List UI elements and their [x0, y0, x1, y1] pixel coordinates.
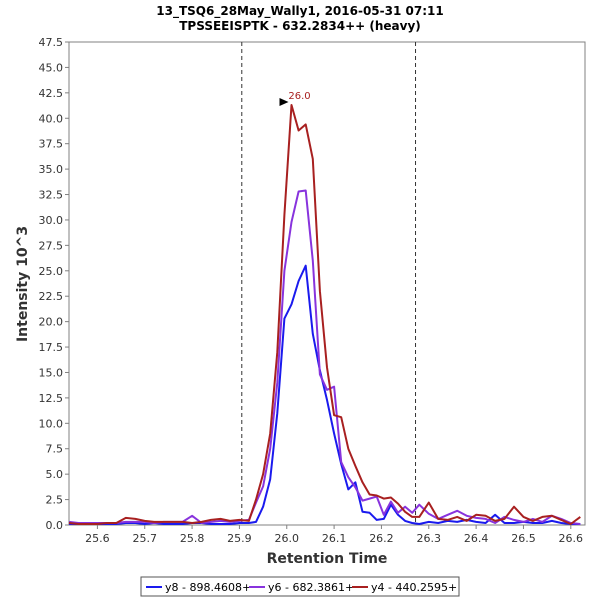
x-tick-label: 25.6	[85, 532, 110, 545]
y-axis: 0.0 2.5 5.0 7.5 10.0 12.5 15.0 17.5 20.0 22.5 25.0…	[39, 36, 69, 532]
peak-arrow-icon	[279, 98, 289, 107]
y-tick-label: 27.5	[39, 239, 64, 252]
plot-area: 25.6 25.7 25.8 25.9 26.0 26.1 26.2 26.3 26.4 26.5…	[39, 36, 586, 545]
series-line-y8	[69, 264, 581, 525]
x-tick-label: 26.0	[275, 532, 300, 545]
y-tick-label: 15.0	[39, 366, 64, 379]
y-tick-label: 22.5	[39, 290, 64, 303]
x-axis: 25.6 25.7 25.8 25.9 26.0 26.1 26.2 26.3 26.4 26.5…	[85, 525, 583, 545]
y-tick-label: 2.5	[46, 494, 64, 507]
y-tick-label: 35.0	[39, 163, 64, 176]
legend-label: y8 - 898.4608+	[165, 581, 251, 594]
x-tick-label: 26.1	[322, 532, 347, 545]
x-tick-label: 25.9	[227, 532, 252, 545]
legend: y8 - 898.4608+ y6 - 682.3861+ y4 - 440.259…	[140, 576, 460, 597]
y-tick-label: 25.0	[39, 265, 64, 278]
peak-annotation-group: 26.0	[279, 91, 311, 107]
series-line-y4	[68, 104, 581, 525]
y-axis-title: Intensity 10^3	[15, 226, 31, 342]
y-tick-label: 47.5	[39, 36, 64, 49]
x-tick-label: 26.2	[369, 532, 394, 545]
chart-title: 13_TSQ6_28May_Wally1, 2016-05-31 07:11	[156, 4, 443, 19]
y-tick-label: 7.5	[46, 443, 64, 456]
y-tick-label: 37.5	[39, 138, 64, 151]
y-tick-label: 32.5	[39, 189, 64, 202]
integration-boundaries	[241, 42, 417, 525]
legend-label: y4 - 440.2595+	[371, 581, 457, 594]
x-axis-title: Retention Time	[267, 551, 388, 567]
y-tick-label: 12.5	[39, 392, 64, 405]
y-tick-label: 30.0	[39, 214, 64, 227]
legend-label: y6 - 682.3861+	[268, 581, 354, 594]
y-tick-label: 10.0	[39, 417, 64, 430]
chart-subtitle: TPSSEEISPTK - 632.2834++ (heavy)	[179, 19, 421, 33]
x-tick-label: 26.3	[417, 532, 442, 545]
peak-label: 26.0	[288, 91, 310, 102]
y-tick-label: 40.0	[39, 112, 64, 125]
x-tick-label: 25.8	[180, 532, 205, 545]
x-tick-label: 25.7	[132, 532, 157, 545]
y-tick-label: 0.0	[46, 519, 64, 532]
y-tick-label: 45.0	[39, 61, 64, 74]
x-tick-label: 26.5	[511, 532, 536, 545]
y-tick-label: 20.0	[39, 316, 64, 329]
y-tick-label: 42.5	[39, 87, 64, 100]
x-tick-label: 26.4	[464, 532, 489, 545]
x-tick-label: 26.6	[559, 532, 584, 545]
y-tick-label: 5.0	[46, 468, 64, 481]
y-tick-label: 17.5	[39, 341, 64, 354]
series-lines	[68, 104, 581, 525]
